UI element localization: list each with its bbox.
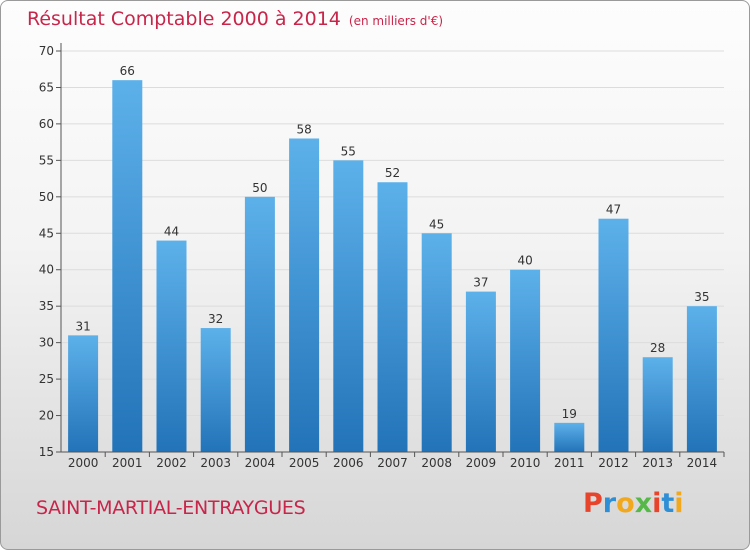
bar <box>156 240 187 452</box>
logo-letter: i <box>674 488 684 519</box>
x-tick-label: 2002 <box>156 456 187 470</box>
x-tick-label: 2012 <box>598 456 629 470</box>
bar-value-label: 28 <box>650 341 665 355</box>
logo-letter: r <box>602 488 617 519</box>
bar-value-label: 37 <box>473 276 488 290</box>
chart-title-text: Résultat Comptable 2000 à 2014 <box>27 8 341 30</box>
x-tick-label: 2005 <box>289 456 320 470</box>
x-tick-label: 2013 <box>642 456 673 470</box>
bar-value-label: 44 <box>164 225 179 239</box>
bar-value-label: 66 <box>120 64 135 78</box>
logo-letter: t <box>661 488 675 519</box>
bar <box>642 357 673 452</box>
bar <box>112 80 143 452</box>
bar-value-label: 32 <box>208 312 223 326</box>
y-tick-label: 45 <box>39 226 54 240</box>
x-tick-label: 2010 <box>510 456 541 470</box>
y-tick-label: 50 <box>39 190 54 204</box>
y-tick-label: 70 <box>39 44 54 58</box>
bars <box>68 80 717 452</box>
y-tick-label: 15 <box>39 445 54 459</box>
x-tick-label: 2003 <box>200 456 231 470</box>
bar <box>554 422 585 452</box>
y-tick-label: 25 <box>39 372 54 386</box>
bar-value-label: 19 <box>562 407 577 421</box>
bar <box>333 160 364 452</box>
bar <box>377 182 408 452</box>
chart-title-unit: (en milliers d'€) <box>348 14 444 28</box>
bar-value-label: 52 <box>385 166 400 180</box>
y-tick-label: 60 <box>39 117 54 131</box>
bar <box>686 306 717 452</box>
x-tick-label: 2006 <box>333 456 364 470</box>
bar-value-label: 55 <box>341 144 356 158</box>
y-tick-label: 55 <box>39 153 54 167</box>
x-tick-label: 2011 <box>554 456 585 470</box>
x-tick-label: 2000 <box>68 456 99 470</box>
bar <box>598 218 629 452</box>
bar-value-label: 47 <box>606 203 621 217</box>
bar-value-label: 31 <box>75 319 90 333</box>
bar <box>465 291 496 452</box>
bar-value-label: 58 <box>296 122 311 136</box>
bar-value-label: 45 <box>429 217 444 231</box>
bar-value-label: 40 <box>517 254 532 268</box>
y-tick-label: 20 <box>39 409 54 423</box>
commune-name: SAINT-MARTIAL-ENTRAYGUES <box>36 497 306 519</box>
bar-value-label: 35 <box>694 290 709 304</box>
proxiti-logo: Proxiti <box>583 488 684 519</box>
x-tick-label: 2009 <box>466 456 497 470</box>
logo-letter: o <box>616 488 635 519</box>
y-tick-label: 30 <box>39 336 54 350</box>
bar <box>510 269 541 452</box>
chart-title: Résultat Comptable 2000 à 2014 (en millie… <box>27 8 443 30</box>
x-tick-label: 2001 <box>112 456 143 470</box>
bar <box>421 233 452 452</box>
bar-value-label: 50 <box>252 181 267 195</box>
x-tick-label: 2014 <box>687 456 718 470</box>
bar <box>244 196 275 452</box>
x-tick-label: 2007 <box>377 456 408 470</box>
bar <box>200 328 231 452</box>
logo-letter: x <box>634 488 653 519</box>
labels: 15 20 25 30 35 40 45 50 55 60 65 70 31 2000 66 2001 44 20… <box>39 44 717 470</box>
x-tick-label: 2004 <box>245 456 276 470</box>
axes <box>56 43 725 457</box>
x-tick-label: 2008 <box>421 456 452 470</box>
y-tick-label: 40 <box>39 263 54 277</box>
logo-letter: i <box>652 488 662 519</box>
y-tick-label: 35 <box>39 299 54 313</box>
bar <box>289 138 320 452</box>
y-tick-label: 65 <box>39 80 54 94</box>
logo-letter: P <box>583 488 603 519</box>
bar <box>68 335 99 452</box>
